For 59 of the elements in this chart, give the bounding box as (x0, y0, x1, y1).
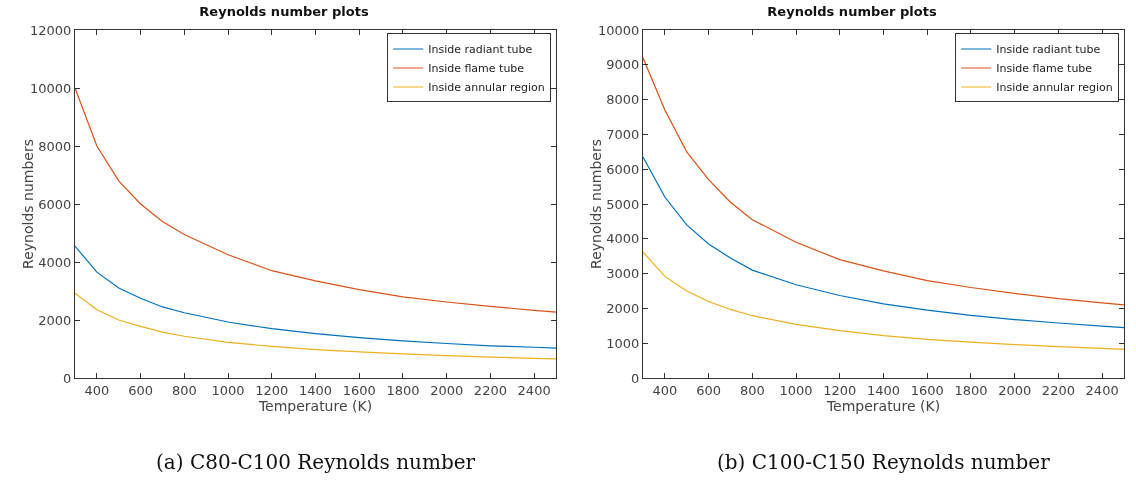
legend-label: Inside radiant tube (996, 43, 1101, 57)
y-tick-label: 10000 (598, 22, 640, 38)
y-tick-label: 7000 (606, 126, 640, 142)
line-series (643, 57, 1124, 306)
x-tick-label: 2000 (430, 382, 464, 398)
legend-label: Inside radiant tube (428, 43, 533, 57)
legend-label: Inside flame tube (428, 62, 525, 76)
x-tick-label: 600 (696, 382, 721, 398)
x-tick-label: 400 (652, 382, 678, 398)
y-tick-label: 0 (631, 370, 640, 386)
legend-label: Inside flame tube (996, 62, 1093, 76)
x-tick-label: 1000 (779, 382, 813, 398)
y-tick-label: 4000 (606, 231, 640, 247)
x-axis-title: Temperature (K) (825, 397, 941, 414)
legend-label: Inside annular region (996, 81, 1113, 95)
y-tick-label: 2000 (606, 300, 640, 316)
x-tick-label: 2200 (473, 382, 507, 398)
text: (a) C80-C100 Reynolds number (156, 450, 476, 474)
x-tick-label: 1800 (386, 382, 420, 398)
x-tick-label: 1400 (866, 382, 901, 398)
y-tick-label: 1000 (606, 335, 640, 351)
chart-title: Reynolds number plots (199, 4, 369, 20)
x-tick-label: 600 (128, 382, 153, 398)
y-tick-label: 6000 (606, 161, 640, 177)
x-tick-label: 1000 (211, 382, 245, 398)
x-tick-label: 1200 (255, 382, 289, 398)
x-tick-label: 1200 (823, 382, 857, 398)
y-tick-label: 8000 (38, 138, 72, 154)
y-tick-label: 0 (63, 370, 72, 386)
line-series (643, 251, 1124, 351)
line-series (643, 156, 1124, 329)
line-series (75, 245, 556, 349)
chart-title: Reynolds number plots (767, 4, 937, 20)
legend-label: Inside annular region (428, 81, 545, 95)
y-tick-label: 9000 (606, 57, 640, 73)
x-tick-label: 2200 (1041, 382, 1075, 398)
x-axis-title: Temperature (K) (257, 397, 373, 414)
x-tick-label: 800 (739, 382, 765, 398)
x-tick-label: 1800 (954, 382, 988, 398)
x-tick-label: 1400 (298, 382, 333, 398)
x-tick-label: 2000 (998, 382, 1032, 398)
text: (b) C100-C150 Reynolds number (717, 450, 1051, 474)
y-tick-label: 6000 (38, 196, 72, 212)
line-series (75, 292, 556, 360)
y-tick-label: 3000 (606, 266, 640, 282)
y-tick-label: 5000 (606, 196, 640, 212)
y-tick-label: 2000 (38, 312, 72, 328)
y-tick-label: 8000 (606, 92, 640, 108)
x-tick-label: 1600 (342, 382, 376, 398)
y-tick-label: 4000 (38, 254, 72, 270)
y-axis-title: Reynolds numbers (588, 139, 605, 269)
x-tick-label: 1600 (910, 382, 944, 398)
x-tick-label: 400 (84, 382, 110, 398)
x-tick-label: 2400 (1085, 382, 1119, 398)
x-tick-label: 800 (171, 382, 197, 398)
y-tick-label: 10000 (30, 80, 72, 96)
y-axis-title: Reynolds numbers (20, 139, 37, 269)
x-tick-label: 2400 (517, 382, 551, 398)
y-tick-label: 12000 (30, 22, 72, 38)
